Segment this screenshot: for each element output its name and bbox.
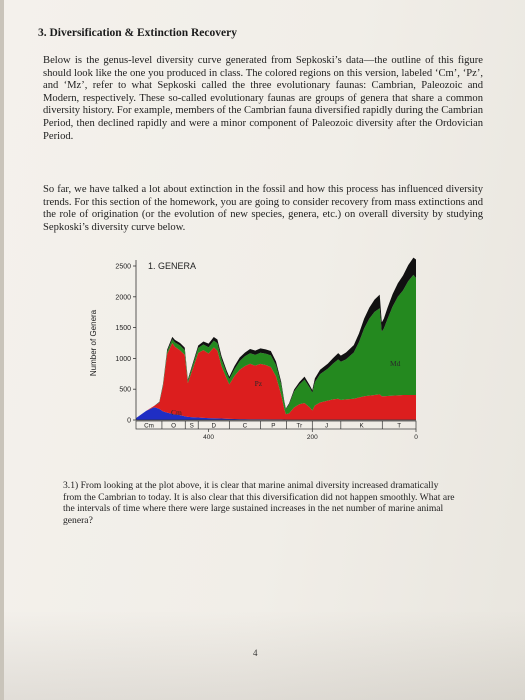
y-tick-label: 500 xyxy=(119,387,131,394)
period-label: J xyxy=(325,423,328,430)
period-label: C xyxy=(243,423,248,430)
period-bar xyxy=(135,420,417,430)
period-label: Cm xyxy=(144,423,154,430)
page-number: 4 xyxy=(253,648,258,658)
period-label: O xyxy=(171,423,176,430)
y-axis-label: Number of Genera xyxy=(89,309,98,376)
worksheet-page: 3. Diversification & Extinction Recovery… xyxy=(4,0,525,700)
y-tick-label: 1500 xyxy=(115,325,131,332)
section-heading: 3. Diversification & Extinction Recovery xyxy=(38,27,237,39)
context-paragraph: So far, we have talked a lot about extin… xyxy=(43,184,483,233)
y-tick-label: 2500 xyxy=(115,264,131,271)
period-label: Tr xyxy=(296,423,302,430)
intro-paragraph: Below is the genus-level diversity curve… xyxy=(43,55,483,142)
region-label: Cm xyxy=(171,408,182,417)
period-label: P xyxy=(271,423,275,430)
y-tick-label: 2000 xyxy=(115,294,131,301)
area-pz xyxy=(136,343,416,420)
area-mz xyxy=(136,274,416,419)
chart-title: 1. GENERA xyxy=(148,261,196,271)
period-label: K xyxy=(359,423,364,430)
period-label: T xyxy=(397,423,401,430)
page-shadow xyxy=(4,610,525,700)
region-label: Pz xyxy=(255,379,263,388)
region-label: Md xyxy=(390,359,401,368)
x-tick-label: 200 xyxy=(307,434,318,441)
area-cm xyxy=(136,407,416,420)
period-label: D xyxy=(211,423,216,430)
x-tick-label: 0 xyxy=(414,434,418,441)
question-3-1: 3.1) From looking at the plot above, it … xyxy=(63,480,455,526)
period-label: S xyxy=(190,423,194,430)
x-tick-label: 400 xyxy=(203,434,214,441)
area-other xyxy=(136,257,416,419)
y-tick-label: 1000 xyxy=(115,356,131,363)
y-tick-label: 0 xyxy=(127,418,131,425)
